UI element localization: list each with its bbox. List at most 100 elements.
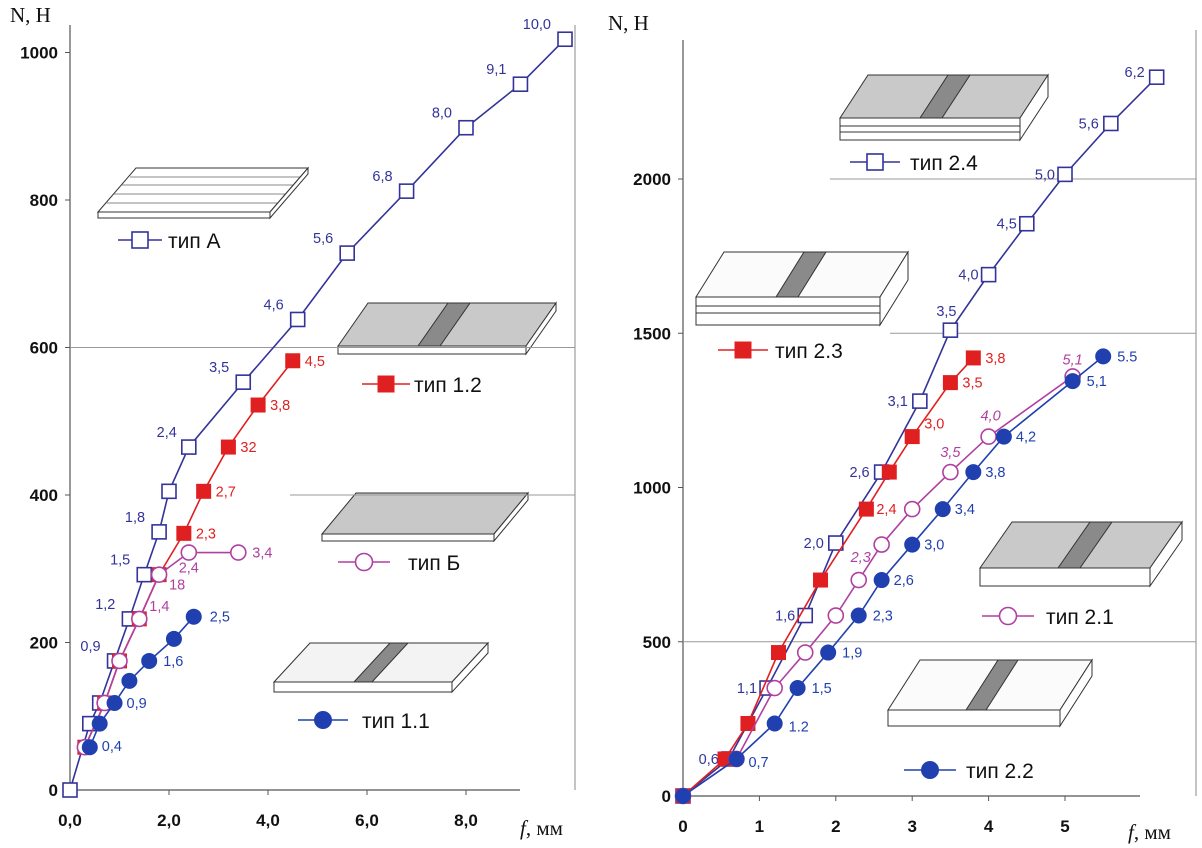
x-tick-label: 4,0 bbox=[256, 811, 280, 830]
left-y-axis-title: N, Н bbox=[10, 3, 51, 27]
data-label: 3,5 bbox=[936, 304, 956, 320]
specimen-1-1-sketch bbox=[272, 641, 490, 694]
legend-label: тип 2.1 bbox=[1046, 606, 1114, 629]
data-point-filled-circle bbox=[995, 428, 1012, 445]
data-label: 6,8 bbox=[372, 169, 392, 185]
data-point-filled-circle bbox=[766, 715, 783, 732]
legend-label: тип 2.3 bbox=[775, 340, 843, 363]
legend-label: тип 2.2 bbox=[966, 760, 1034, 783]
data-label: 3,5 bbox=[940, 445, 961, 461]
data-point-filled-circle bbox=[121, 672, 138, 689]
data-point-filled-square bbox=[220, 439, 236, 455]
data-label: 2,3 bbox=[850, 550, 871, 566]
legend-marker bbox=[734, 341, 752, 359]
data-point-open-square bbox=[161, 483, 177, 500]
data-label: 5,0 bbox=[1035, 167, 1055, 183]
data-point-filled-circle bbox=[850, 607, 867, 624]
data-point-filled-circle bbox=[965, 464, 982, 481]
data-point-open-square bbox=[339, 245, 356, 261]
data-label: 2,0 bbox=[804, 536, 824, 552]
data-label: 1,1 bbox=[737, 681, 757, 697]
left-x-axis-title: f, мм bbox=[520, 816, 563, 840]
data-label: 4,0 bbox=[981, 409, 1001, 425]
data-point-filled-circle bbox=[820, 644, 837, 661]
data-point-open-circle bbox=[796, 644, 814, 661]
data-label: 2,4 bbox=[876, 502, 896, 518]
series-line-open-square bbox=[69, 38, 566, 791]
data-label: 1,8 bbox=[125, 510, 145, 526]
legend-marker bbox=[131, 231, 149, 249]
legend-marker bbox=[377, 375, 395, 393]
data-label: 0,7 bbox=[748, 755, 768, 771]
data-point-open-circle bbox=[850, 571, 868, 589]
data-label: 5,6 bbox=[1079, 116, 1099, 132]
data-point-filled-circle bbox=[165, 630, 182, 647]
data-label: 4,6 bbox=[264, 297, 284, 313]
data-point-open-circle bbox=[980, 428, 997, 445]
x-tick-label: 8,0 bbox=[454, 811, 478, 830]
data-point-open-square bbox=[289, 311, 306, 328]
data-point-filled-square bbox=[771, 645, 786, 661]
data-label: 1,6 bbox=[775, 609, 795, 625]
data-point-filled-circle bbox=[106, 694, 123, 711]
data-point-filled-circle bbox=[91, 715, 108, 732]
y-tick-label: 2000 bbox=[633, 170, 671, 189]
data-point-open-circle bbox=[766, 679, 783, 697]
data-point-open-square bbox=[181, 439, 197, 455]
data-label: 5,1 bbox=[1087, 374, 1107, 390]
data-label: 3,8 bbox=[985, 351, 1005, 367]
legend-marker bbox=[921, 761, 939, 779]
x-tick-label: 4 bbox=[984, 817, 994, 836]
data-label: 3,4 bbox=[955, 502, 975, 518]
data-label: 1.2 bbox=[789, 720, 809, 736]
data-point-filled-circle bbox=[1095, 348, 1112, 365]
data-label: 4,2 bbox=[1016, 430, 1036, 446]
data-label: 4,0 bbox=[958, 268, 978, 284]
data-point-filled-square bbox=[285, 353, 301, 369]
right-y-axis-title: N, Н bbox=[608, 11, 649, 35]
data-label: 0,6 bbox=[699, 752, 719, 768]
left-chart: N, Н f, мм bbox=[10, 3, 576, 840]
legend-label: тип Б bbox=[408, 552, 460, 575]
data-point-open-square bbox=[398, 183, 415, 199]
data-label: 1,5 bbox=[812, 681, 832, 697]
data-point-filled-circle bbox=[904, 536, 921, 553]
series-line-filled-square bbox=[682, 357, 974, 797]
data-label: 3,0 bbox=[924, 538, 944, 554]
data-label: 2,7 bbox=[216, 484, 236, 500]
data-point-filled-circle bbox=[934, 501, 951, 518]
data-point-open-circle bbox=[150, 566, 168, 583]
y-tick-label: 1000 bbox=[20, 44, 58, 63]
data-label: 0,4 bbox=[102, 739, 122, 755]
data-label: 3,5 bbox=[209, 360, 229, 376]
data-label: 2,5 bbox=[210, 610, 230, 626]
y-tick-label: 0 bbox=[662, 787, 671, 806]
legend-marker bbox=[866, 153, 884, 171]
y-tick-label: 1000 bbox=[633, 479, 671, 498]
data-label: 2,6 bbox=[894, 573, 914, 589]
data-point-filled-square bbox=[176, 525, 192, 541]
data-label: 4,5 bbox=[305, 354, 325, 370]
data-label: 9,1 bbox=[486, 62, 506, 78]
data-label: 4,5 bbox=[997, 217, 1017, 233]
data-label: 3,0 bbox=[924, 417, 944, 433]
data-point-open-square bbox=[136, 566, 153, 583]
x-tick-label: 0,0 bbox=[58, 811, 82, 830]
legend-label: тип А bbox=[168, 230, 221, 253]
data-label: 18 bbox=[169, 578, 185, 594]
specimen-b-sketch bbox=[320, 491, 530, 543]
data-label: 3,1 bbox=[888, 394, 908, 410]
legend-label: тип 1.2 bbox=[414, 374, 482, 397]
y-tick-label: 600 bbox=[30, 339, 58, 358]
y-tick-label: 500 bbox=[643, 633, 671, 652]
data-point-filled-square bbox=[196, 483, 212, 499]
data-point-open-square bbox=[1103, 115, 1119, 132]
legend-label: тип 1.1 bbox=[362, 710, 430, 733]
specimen-a-sketch bbox=[96, 166, 310, 220]
data-point-open-circle bbox=[230, 544, 247, 561]
y-tick-label: 0 bbox=[49, 781, 58, 800]
data-label: 32 bbox=[240, 440, 256, 456]
data-label: 6,2 bbox=[1125, 65, 1145, 81]
data-label: 5,1 bbox=[1063, 352, 1083, 368]
specimen-2-4-sketch bbox=[839, 73, 1049, 142]
